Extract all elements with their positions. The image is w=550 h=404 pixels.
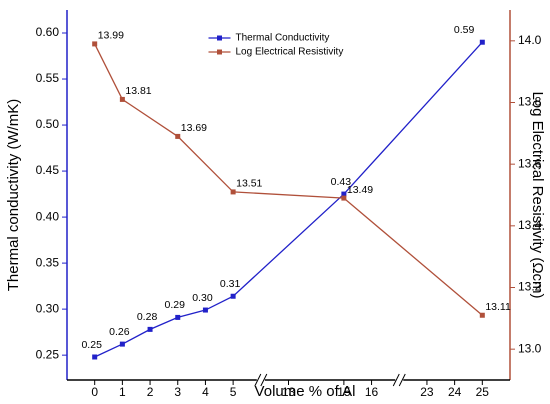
y-tick-label: 0.50	[36, 117, 60, 131]
data-label: 0.29	[165, 299, 186, 311]
data-point	[119, 341, 125, 347]
x-tick-label: 0	[91, 385, 98, 399]
legend-label: Thermal Conductivity	[236, 33, 330, 44]
data-point	[175, 314, 181, 320]
data-point	[230, 189, 236, 195]
data-point	[175, 133, 181, 139]
series-line	[94, 41, 483, 358]
x-tick-label: 16	[365, 385, 379, 399]
data-label: 0.30	[192, 292, 213, 304]
x-tick-label: 13	[282, 385, 296, 399]
data-point	[147, 326, 153, 332]
data-label: 13.49	[347, 184, 373, 196]
data-point	[341, 195, 347, 201]
data-label: 0.59	[454, 24, 475, 36]
x-tick-label: 2	[147, 385, 154, 399]
y2-tick-label: 13.4	[518, 218, 542, 232]
axis-break	[392, 373, 400, 387]
axis-break-gap	[395, 376, 404, 384]
x-tick-label: 4	[202, 385, 209, 399]
axis-break-gap	[256, 376, 265, 384]
x-tick-label: 25	[476, 385, 490, 399]
data-point	[479, 312, 485, 318]
x-tick-label: 23	[420, 385, 434, 399]
x-tick-label: 24	[448, 385, 462, 399]
y-tick-label: 0.45	[36, 163, 60, 177]
y2-tick-label: 13.0	[518, 341, 542, 355]
data-label: 13.51	[236, 178, 262, 190]
y-tick-label: 0.60	[36, 25, 60, 39]
legend-label: Log Electrical Resistivity	[236, 47, 344, 58]
axis-break	[254, 373, 262, 387]
y2-axis-label: Log Electrical Resistivity (Ωcm)	[529, 91, 546, 298]
y-tick-label: 0.40	[36, 209, 60, 223]
x-tick-label: 15	[337, 385, 351, 399]
y2-tick-label: 13.6	[518, 156, 542, 170]
axis-break	[398, 373, 406, 387]
data-point	[92, 41, 98, 47]
data-label: 0.26	[109, 326, 130, 338]
data-point	[92, 354, 98, 360]
data-point	[341, 191, 347, 197]
series-line	[94, 43, 483, 316]
y-tick-label: 0.30	[36, 301, 60, 315]
data-label: 13.81	[125, 85, 151, 97]
data-label: 13.99	[98, 30, 124, 42]
data-label: 0.28	[137, 311, 158, 323]
data-label: 0.25	[81, 339, 102, 351]
data-label: 0.43	[331, 176, 352, 188]
y-tick-label: 0.55	[36, 71, 60, 85]
y-tick-label: 0.25	[36, 347, 60, 361]
y-tick-label: 0.35	[36, 255, 60, 269]
data-point	[119, 96, 125, 102]
x-tick-label: 5	[230, 385, 237, 399]
x-tick-label: 3	[174, 385, 181, 399]
axis-break	[260, 373, 268, 387]
data-point	[202, 307, 208, 313]
legend-marker	[217, 49, 222, 55]
legend-marker	[217, 35, 222, 41]
data-point	[230, 293, 236, 299]
y-axis-label: Thermal conductivity (W/mK)	[5, 99, 22, 292]
y2-tick-label: 14.0	[518, 33, 542, 47]
x-axis-label: Volume % of Al	[255, 383, 356, 400]
data-label: 0.31	[220, 278, 241, 290]
data-label: 13.11	[485, 301, 511, 313]
data-label: 13.69	[181, 122, 207, 134]
y2-tick-label: 13.8	[518, 95, 542, 109]
y2-tick-label: 13.2	[518, 280, 542, 294]
x-tick-label: 1	[119, 385, 126, 399]
data-point	[479, 39, 485, 45]
